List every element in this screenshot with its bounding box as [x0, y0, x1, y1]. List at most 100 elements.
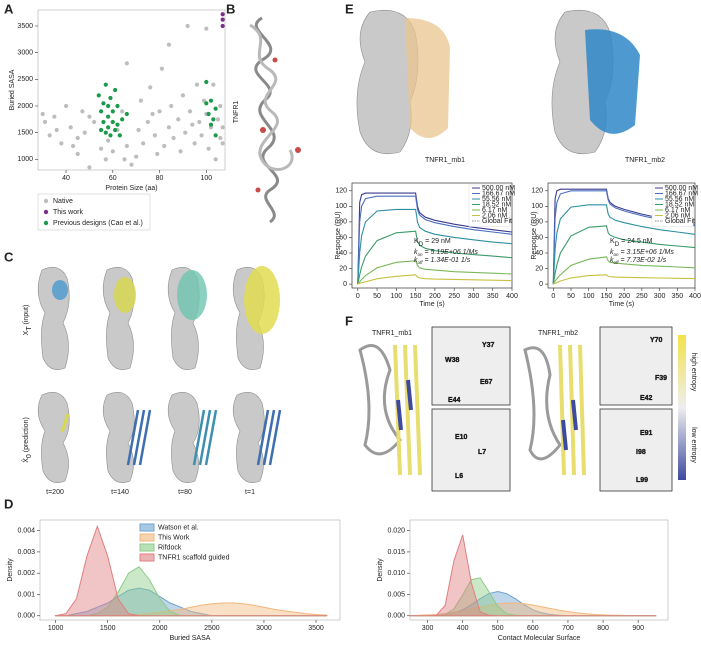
- scatter-point: [120, 117, 125, 122]
- scatter-point: [178, 149, 183, 154]
- x-tick-label: 900: [632, 625, 644, 632]
- symbol: k: [610, 257, 614, 264]
- structure-label: TNFR1_mb1: [372, 330, 412, 337]
- density-area: [409, 534, 657, 617]
- scatter-point: [103, 157, 108, 162]
- subscript-text: kon = 5.19E+06 1/Ms: [414, 249, 478, 257]
- scatter-point: [108, 95, 113, 101]
- legend-label: Global Fit: [665, 218, 695, 225]
- y-tick-label: 60: [339, 234, 347, 241]
- scatter-point: [99, 146, 104, 151]
- x-tick-label: 3500: [308, 625, 324, 632]
- x-tick-label: 300: [422, 625, 434, 632]
- suffix: (prediction): [23, 417, 30, 454]
- subscript-text: XT (input): [23, 305, 34, 336]
- suffix: (input): [23, 305, 30, 327]
- x-tick-label: 100: [390, 293, 402, 300]
- plot-area: [409, 519, 669, 621]
- scatter-point: [155, 151, 160, 157]
- protein-label: TNFR1: [233, 101, 240, 124]
- scatter-point: [159, 66, 164, 71]
- scatter-point: [162, 143, 167, 149]
- scatter-point: [70, 143, 76, 149]
- symbol: k: [414, 257, 418, 264]
- diffusion-surfaces: [37, 266, 282, 483]
- scatter-point: [220, 12, 225, 17]
- scatter-point: [52, 114, 57, 119]
- x-axis-label: Buried SASA: [170, 635, 211, 642]
- sensorgram-line: [357, 260, 513, 285]
- scatter-point: [96, 93, 101, 98]
- x-tick-label: 400: [506, 293, 518, 300]
- scatter-point: [220, 23, 225, 29]
- residue-label: L7: [478, 449, 486, 456]
- x-tick-label: 60: [109, 175, 117, 182]
- scatter-point: [169, 103, 174, 109]
- scatter-point: [215, 117, 221, 122]
- y-tick-label: 60: [535, 234, 543, 241]
- panel-label: D: [4, 496, 13, 511]
- legend-swatch: [139, 523, 155, 532]
- scatter-point: [197, 119, 202, 125]
- y-tick-label: 0: [539, 281, 543, 288]
- legend-label: 18.52 nM: [482, 201, 511, 208]
- residue-label: L6: [455, 473, 463, 480]
- scatter-point: [204, 101, 209, 106]
- x-axis-label: Time (s): [419, 301, 444, 308]
- symbol: K: [414, 238, 419, 245]
- x-axis-label: Contact Molecular Surface: [498, 635, 581, 642]
- suffix: = 5.19E+06 1/Ms: [423, 249, 479, 256]
- y-tick-label: 0: [343, 281, 347, 288]
- sensorgram-line: [357, 208, 513, 285]
- timestep-label: t=140: [111, 489, 129, 496]
- residue-label: Y70: [650, 337, 663, 344]
- y-tick-label: 100: [531, 203, 543, 210]
- scatter-point: [213, 157, 218, 162]
- scatter-point: [190, 122, 195, 127]
- x-tick-label: 50: [373, 293, 381, 300]
- scatter-point: [124, 143, 129, 149]
- density-area: [54, 524, 328, 617]
- scatter-point: [145, 119, 150, 125]
- x-tick-label: 300: [654, 293, 666, 300]
- entropy-structures: [358, 326, 686, 492]
- x-tick-label: 40: [62, 175, 70, 182]
- scatter-point: [185, 23, 190, 29]
- legend-label: 500.00 nM: [482, 185, 515, 192]
- y-tick-label: 3500: [17, 23, 33, 30]
- timestep-label: t=80: [178, 489, 192, 496]
- y-tick-label: 0.000: [387, 613, 405, 620]
- scatter-point: [113, 87, 118, 93]
- scatter-point: [63, 103, 69, 109]
- scatter-point: [75, 151, 80, 157]
- scatter-point: [82, 130, 87, 135]
- scatter-point: [103, 82, 108, 87]
- y-axis-label: Density: [377, 558, 384, 582]
- x-tick-label: 400: [457, 625, 469, 632]
- y-tick-label: 0.005: [387, 591, 405, 598]
- legend-marker: [43, 198, 49, 204]
- x-tick-label: 2500: [204, 625, 220, 632]
- y-tick-label: 3000: [17, 50, 33, 57]
- subscript: off: [418, 260, 424, 265]
- y-tick-label: 2500: [17, 76, 33, 83]
- sensorgram-line: [357, 230, 513, 285]
- legend-swatch: [139, 543, 155, 552]
- y-tick-label: 20: [535, 265, 543, 272]
- scatter-point: [101, 101, 106, 106]
- scatter-point: [42, 119, 48, 125]
- legend-label: This Work: [158, 534, 190, 541]
- scatter-point: [54, 127, 59, 133]
- symbol: X̂: [22, 458, 30, 463]
- scatter-point: [99, 109, 104, 114]
- scatter-point: [208, 122, 214, 127]
- colorbar-label: low entropy: [690, 427, 697, 463]
- panel-label: C: [4, 249, 14, 264]
- plot-area: [37, 9, 226, 171]
- scatter-point: [68, 125, 73, 130]
- y-tick-label: 0.000: [17, 613, 35, 620]
- scatter-point: [220, 141, 225, 146]
- scatter-point: [40, 111, 45, 117]
- x-tick-label: 400: [689, 293, 701, 300]
- symbol: k: [610, 249, 614, 256]
